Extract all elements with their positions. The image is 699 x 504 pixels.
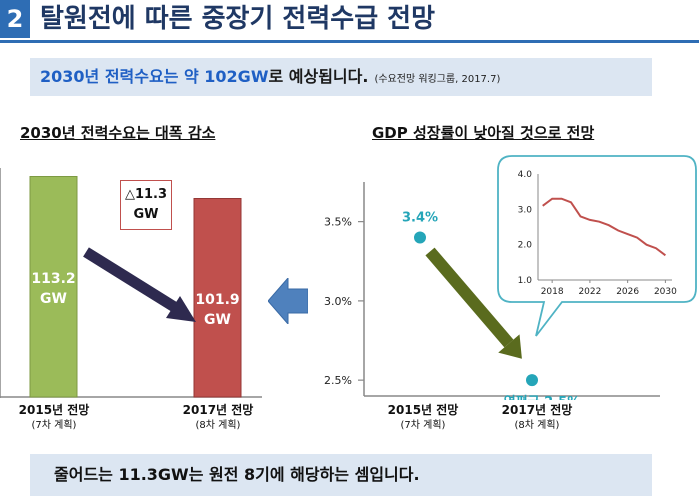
delta-value: 11.3 [134, 187, 168, 202]
bar-2015 [29, 176, 78, 398]
left-chart-title: 2030년 전력수요는 대폭 감소 [20, 124, 216, 142]
gdp-point-label: 3.4% [402, 210, 438, 225]
inset-y-tick-label: 4.0 [518, 170, 533, 180]
right-category-2017: 2017년 전망 [501, 403, 573, 417]
inset-y-tick-label: 2.0 [518, 241, 533, 251]
gdp-decrease-arrow-head [498, 334, 522, 359]
gdp-y-tick-label: 2.5% [324, 374, 352, 387]
top-banner-rest: 로 예상됩니다. [268, 67, 369, 86]
decrease-annotation: △11.3 GW [120, 180, 172, 230]
inset-y-tick-label: 3.0 [518, 205, 533, 215]
top-banner-source: (수요전망 워킹그룹, 2017.7) [374, 74, 501, 85]
delta-unit: GW [133, 207, 159, 222]
top-banner-highlight: 2030년 전력수요는 약 102GW [40, 67, 269, 86]
delta-symbol: △ [124, 187, 135, 202]
demand-bar-chart: 113.2 GW 101.9 GW [0, 168, 262, 398]
title-divider [0, 40, 699, 43]
bottom-banner [30, 454, 652, 496]
gdp-point [414, 231, 426, 244]
bar-2015-unit: GW [40, 291, 67, 308]
left-category-2017: 2017년 전망 [182, 403, 254, 417]
right-chart-title: GDP 성장률이 낮아질 것으로 전망 [372, 124, 595, 142]
inset-x-tick-label: 2022 [578, 287, 601, 297]
bar-2015-label: 113.2 GW [30, 269, 77, 309]
left-category-2015: 2015년 전망 [18, 403, 90, 417]
left-category-2017-note: (8차 계획) [195, 420, 241, 431]
top-banner-text: 2030년 전력수요는 약 102GW로 예상됩니다. (수요전망 워킹그룹, 2… [40, 64, 500, 93]
gdp-y-tick-label: 3.0% [324, 295, 352, 308]
gdp-y-tick-label: 3.5% [324, 216, 352, 229]
inset-x-tick-label: 2018 [541, 287, 564, 297]
gdp-point-label: 연평균 2.5% [504, 394, 580, 400]
bottom-banner-text: 줄어드는 11.3GW는 원전 8기에 해당하는 셈입니다. [54, 465, 420, 484]
inset-growth-line [542, 197, 667, 257]
gdp-growth-chart: 3.5% 3.0% 2.5% 3.4% 연평균 2.5% 1.0 2.0 3.0 4.0 20… [324, 155, 697, 400]
demand-bar-chart-svg [0, 168, 262, 398]
inset-y-tick-label: 1.0 [518, 276, 533, 286]
top-banner [30, 58, 652, 96]
decrease-arrow-shaft [83, 247, 179, 313]
bar-2017 [193, 198, 242, 398]
right-category-2015: 2015년 전망 [387, 403, 459, 417]
gdp-point [526, 374, 538, 387]
inset-x-tick-label: 2026 [616, 287, 639, 297]
page-title: 탈원전에 따른 중장기 전력수급 전망 [40, 4, 436, 34]
decrease-arrow-head [166, 296, 196, 322]
bar-2015-value: 113.2 [31, 271, 76, 288]
right-category-2015-note: (7차 계획) [400, 420, 446, 431]
bar-2017-value: 101.9 [195, 291, 240, 308]
inset-x-tick-label: 2030 [654, 287, 677, 297]
transfer-arrow-icon [268, 278, 308, 324]
left-category-2015-note: (7차 계획) [31, 420, 77, 431]
bar-2017-label: 101.9 GW [194, 290, 241, 330]
bar-2017-unit: GW [204, 311, 231, 328]
section-number: 2 [0, 0, 30, 38]
gdp-decrease-arrow-shaft [425, 247, 514, 348]
right-category-2017-note: (8차 계획) [514, 420, 560, 431]
